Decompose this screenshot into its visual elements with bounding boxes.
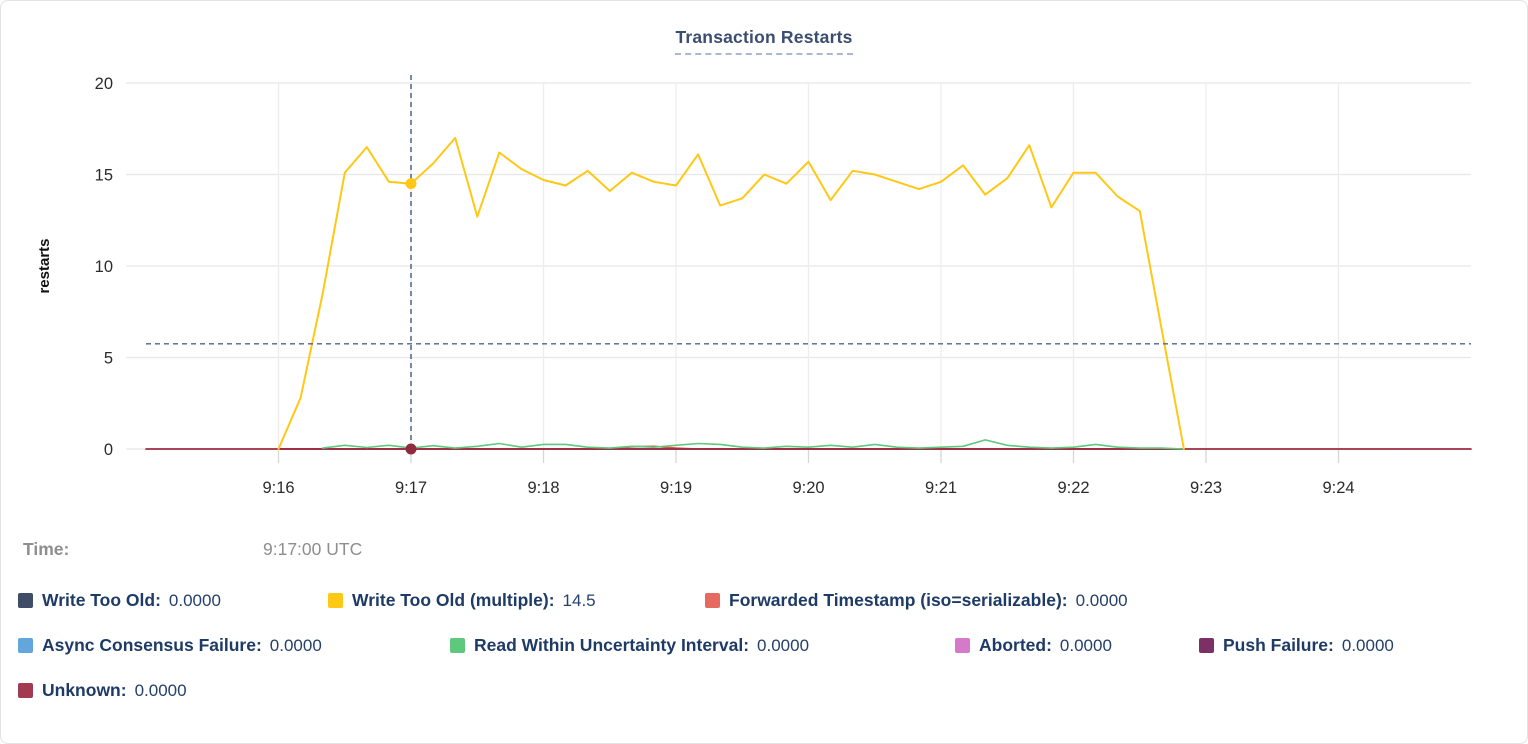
legend-item-push-failure[interactable]: Push Failure: 0.0000: [1199, 635, 1394, 656]
x-tick-label: 9:22: [1057, 479, 1089, 497]
x-tick-label: 9:18: [527, 479, 559, 497]
legend-value: 0.0000: [168, 590, 221, 610]
legend-swatch-unknown: [18, 683, 33, 698]
legend-row-2: Async Consensus Failure: 0.0000 Read Withi…: [1, 635, 1527, 659]
legend-item-async-consensus-failure[interactable]: Async Consensus Failure: 0.0000: [18, 635, 322, 656]
legend-row-1: Write Too Old: 0.0000 Write Too Old (multi…: [1, 590, 1527, 614]
x-tick-label: 9:19: [660, 479, 692, 497]
x-tick-label: 9:20: [792, 479, 824, 497]
legend-row-3: Unknown: 0.0000: [1, 680, 1527, 704]
legend-value: 0.0000: [757, 635, 810, 655]
hover-dot-write-too-old-multiple: [405, 178, 417, 190]
hover-crosshair: [146, 75, 1471, 455]
legend-value: 0.0000: [134, 680, 187, 700]
legend-label: Write Too Old:: [42, 590, 161, 610]
legend-label: Write Too Old (multiple):: [352, 590, 555, 610]
legend-label: Forwarded Timestamp (iso=serializable):: [729, 590, 1068, 610]
axis-labels: 0 5 10 15 20 9:16 9:17 9:18 9:19 9:20 9:21 9:22 9:23…: [36, 75, 1355, 497]
gridlines: [126, 82, 1471, 463]
tooltip-time-value: 9:17:00 UTC: [263, 539, 363, 559]
legend-item-read-within-uncertainty-interval[interactable]: Read Within Uncertainty Interval: 0.0000: [450, 635, 809, 656]
legend-label: Push Failure:: [1223, 635, 1334, 655]
legend-item-forwarded-timestamp-iso-serializable[interactable]: Forwarded Timestamp (iso=serializable): 0…: [705, 590, 1128, 611]
y-tick-label: 15: [95, 167, 113, 185]
legend-item-write-too-old[interactable]: Write Too Old: 0.0000: [18, 590, 221, 611]
legend-swatch-push-failure: [1199, 638, 1214, 653]
legend-value: 0.0000: [1059, 635, 1112, 655]
y-tick-label: 0: [104, 441, 113, 459]
tooltip-time-label: Time:: [23, 539, 70, 559]
series-line-read-within-uncertainty-interval: [321, 439, 1185, 450]
legend-item-aborted[interactable]: Aborted: 0.0000: [955, 635, 1112, 656]
legend-swatch-write-too-old-multiple: [328, 593, 343, 608]
hover-dot-unknown: [405, 443, 417, 455]
x-tick-label: 9:16: [262, 479, 294, 497]
x-tick-label: 9:17: [395, 479, 427, 497]
x-tick-label: 9:21: [925, 479, 957, 497]
y-tick-label: 20: [95, 75, 113, 93]
legend-label: Read Within Uncertainty Interval:: [474, 635, 750, 655]
x-tick-label: 9:24: [1322, 479, 1354, 497]
legend-value: 0.0000: [1341, 635, 1394, 655]
legend-label: Unknown:: [42, 680, 127, 700]
legend-label: Aborted:: [979, 635, 1052, 655]
y-axis-title: restarts: [36, 238, 53, 293]
legend-label: Async Consensus Failure:: [42, 635, 262, 655]
legend-swatch-read-within-uncertainty-interval: [450, 638, 465, 653]
legend-item-write-too-old-multiple[interactable]: Write Too Old (multiple): 14.5: [328, 590, 596, 611]
legend-swatch-write-too-old: [18, 593, 33, 608]
x-tick-label: 9:23: [1190, 479, 1222, 497]
transaction-restarts-chart[interactable]: 0 5 10 15 20 9:16 9:17 9:18 9:19 9:20 9:21 9:22 9:23…: [1, 1, 1527, 513]
series-lines: [145, 136, 1472, 450]
legend-swatch-aborted: [955, 638, 970, 653]
legend-value: 14.5: [562, 590, 596, 610]
legend-value: 0.0000: [1075, 590, 1128, 610]
chart-title-wrap: Transaction Restarts: [1, 27, 1527, 55]
series-line-write-too-old-multiple: [277, 136, 1185, 450]
legend-value: 0.0000: [269, 635, 322, 655]
y-tick-label: 5: [104, 350, 113, 368]
chart-title[interactable]: Transaction Restarts: [675, 27, 853, 55]
legend-swatch-async-consensus-failure: [18, 638, 33, 653]
legend-swatch-forwarded-timestamp-iso-serializable: [705, 593, 720, 608]
legend-item-unknown[interactable]: Unknown: 0.0000: [18, 680, 187, 701]
tooltip-time-row: Time: 9:17:00 UTC: [1, 539, 1527, 563]
y-tick-label: 10: [95, 258, 113, 276]
